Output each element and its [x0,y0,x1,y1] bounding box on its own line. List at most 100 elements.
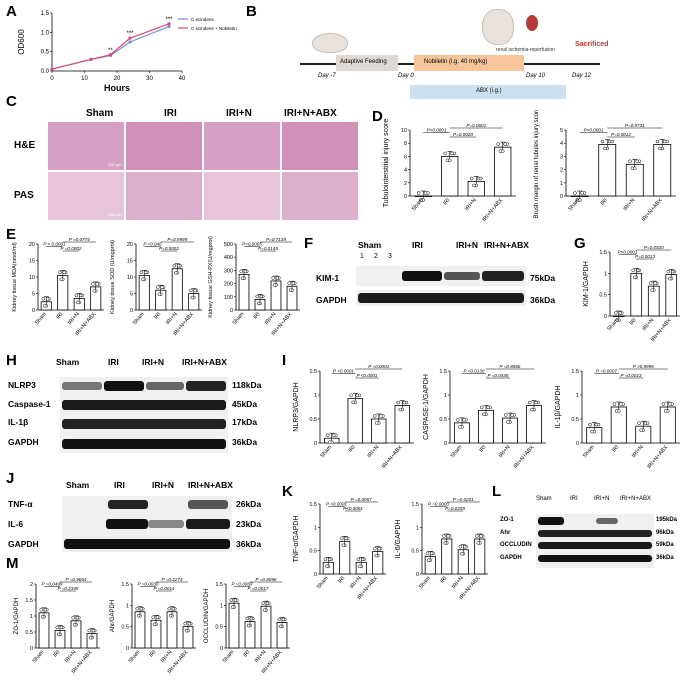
data-point [450,151,454,156]
ischemia-label: renal ischemia-reperfusion [496,47,555,53]
data-point [476,541,481,545]
row-header: H&E [14,140,36,151]
data-point [229,598,233,602]
y-tick-label: 1 [314,525,317,531]
blot-group-label: IRI+N+ABX [182,357,227,367]
significance-marker: ** [108,48,113,54]
data-point [141,277,145,282]
category-label: IRI+N [631,444,645,459]
p-value: P =0.046 [143,242,162,247]
y-tick-label: 1 [126,603,129,609]
data-point [528,400,532,405]
data-point [139,270,144,275]
y-tick-label: 5 [560,128,563,134]
category-label: IRI [611,444,620,454]
data-point [233,598,238,602]
western-blot-j: Sham IRI IRI+N IRI+N+ABX TNF-α IL-6 GAPD… [8,478,278,553]
blot-band [538,517,564,525]
data-point [374,553,379,558]
data-point [663,409,668,413]
kda-label: 17kDa [232,417,258,427]
data-point [275,276,280,280]
data-point [240,276,245,281]
data-point [530,407,534,412]
p-value: P =0.0201 [453,497,474,502]
y-axis-label: ZO-1/GAPDH [14,598,20,635]
data-point [239,269,243,274]
data-point [271,276,275,280]
y-tick-label: 2 [404,181,407,187]
bar [228,602,240,649]
x-axis-label: Hours [104,83,130,93]
data-point [56,632,61,637]
western-blot-f: Sham IRI IRI+N IRI+N+ABX 1 2 3 KIM-1 GAP… [316,238,576,328]
significance-marker: *** [165,17,173,23]
data-point [255,294,259,299]
data-point [344,536,348,541]
category-label: IRI+N [67,311,81,326]
y-tick-label: 0.5 [121,625,129,631]
y-tick-label: 15 [29,259,35,265]
data-point [176,264,181,268]
group-header: IRI [164,108,177,119]
y-tick-label: 1 [314,393,317,399]
y-tick-label: 0.5 [571,417,579,423]
y-tick-label: 200 [224,282,233,288]
p-value: P =0.2274 [162,577,183,582]
y-axis-label: OCCLUDIN/GAPDH [204,589,210,643]
y-tick-label: 300 [224,268,233,274]
nobiletin-label: Nobiletin (i.g. 40 mg/kg) [424,59,488,65]
data-point [40,615,45,619]
data-point [475,534,479,538]
data-point [256,301,261,306]
kidney-icon [526,15,538,31]
bar-chart: 0 0.5 1 1.5 Sham IRI IRI+N IRI+N+ABX NLRP3/GAPDH… [293,364,414,470]
protein-label: GAPDH [8,437,39,447]
category-label: IRI [439,575,448,585]
p-value: P=0.0920 [644,245,664,250]
data-point [58,270,62,275]
category-label: IRI+N [64,649,78,664]
y-tick-label: 0 [220,646,223,652]
series-line [51,23,170,70]
data-point [246,623,251,628]
histology-image [204,172,280,220]
data-point [632,275,637,280]
data-point [43,304,47,308]
y-tick-label: 3 [560,154,563,160]
blot-band [482,271,524,281]
y-tick-label: 1 [576,393,579,399]
data-point [462,544,467,549]
p-value: P =0.0017 [248,586,269,591]
y-tick-label: 0 [416,572,419,578]
blot-band [444,272,480,280]
data-point [534,400,538,405]
blot-group-label: Sham [66,480,90,490]
blot-band [402,271,442,281]
data-point [377,546,381,551]
data-point [650,288,654,292]
p-value: P =0.8566 [500,364,521,369]
data-point [78,293,83,298]
data-point [72,623,77,627]
data-point [184,628,189,633]
data-point [39,608,43,612]
y-tick-label: 1 [444,393,447,399]
data-point [615,318,619,322]
kda-label: 118kDa [232,380,262,390]
histology-image [282,172,358,220]
abx-bar [410,85,566,99]
blot-band [106,519,148,529]
y-tick-label: 10 [127,275,133,281]
p-value: P =0.0001 [368,364,389,369]
p-value: P =0.8096 [256,577,277,582]
data-point [443,541,448,545]
data-point [443,151,447,156]
blot-group-label: IRI+N+ABX [620,496,652,502]
data-point [128,40,132,44]
blot-band [538,530,652,537]
kda-label: 96kDa [656,530,674,536]
western-blot-l: Sham IRI IRI+N IRI+N+ABX ZO-1 Ahr OCCLUD… [500,496,684,568]
